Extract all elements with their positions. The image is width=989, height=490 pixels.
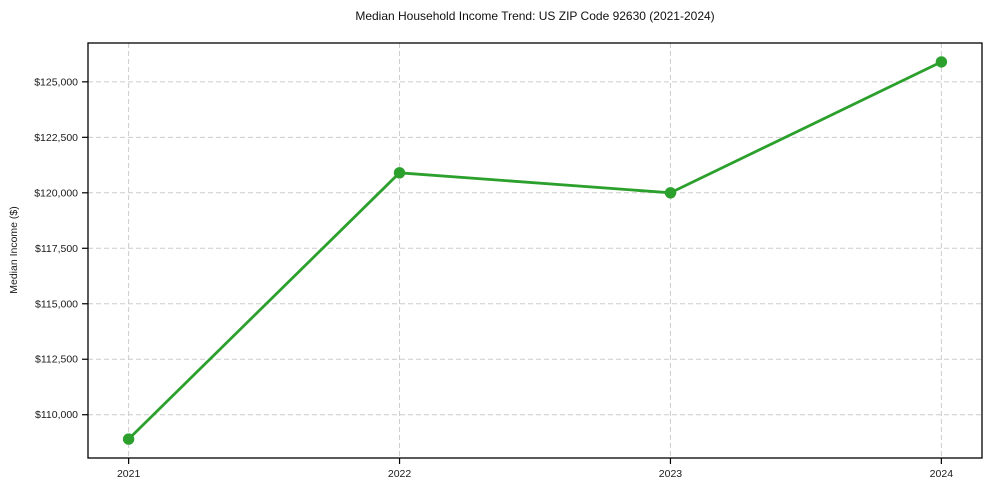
data-point-marker xyxy=(393,167,406,179)
y-tick-label: $122,500 xyxy=(34,132,78,144)
x-tick-label: 2022 xyxy=(388,468,412,480)
x-tick-label: 2024 xyxy=(930,468,954,480)
y-tick-label: $125,000 xyxy=(34,76,78,88)
y-tick-label: $120,000 xyxy=(34,187,78,199)
data-point-marker xyxy=(122,433,135,445)
x-tick-label: 2023 xyxy=(659,468,683,480)
y-tick-label: $115,000 xyxy=(35,298,78,310)
data-line xyxy=(127,60,943,441)
plot-frame xyxy=(87,42,983,459)
y-tick-label: $110,000 xyxy=(35,409,78,421)
chart-title: Median Household Income Trend: US ZIP Co… xyxy=(355,9,715,23)
y-tick-label: $112,500 xyxy=(35,354,78,366)
y-tick-label: $117,500 xyxy=(35,243,78,255)
data-point-marker xyxy=(664,187,677,199)
x-tick-label: 2021 xyxy=(117,468,141,480)
data-point-marker xyxy=(935,56,948,68)
